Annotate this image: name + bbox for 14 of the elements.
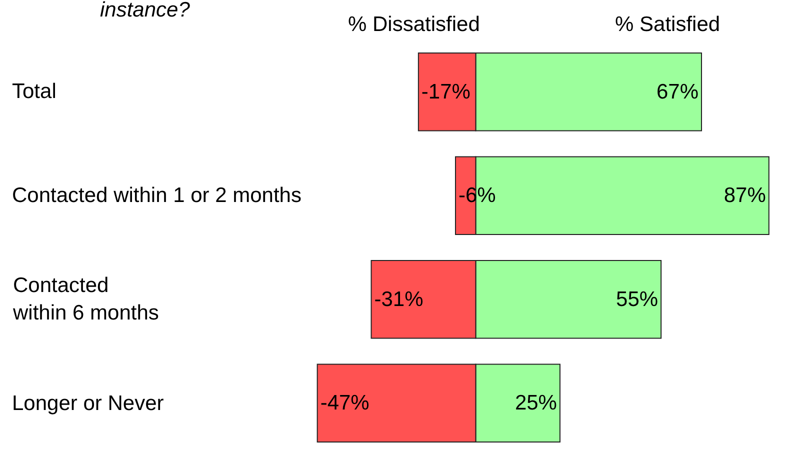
series-label: % Dissatisfied xyxy=(348,13,480,36)
y-tick-label: Total xyxy=(12,80,56,103)
data-label: -17% xyxy=(421,80,470,104)
data-label: -31% xyxy=(374,288,424,311)
y-tick-label: Contacted within 1 or 2 months xyxy=(12,184,302,207)
data-label: 55% xyxy=(616,288,658,311)
y-tick-label: Contacted within 6 months xyxy=(12,274,159,324)
data-label: 67% xyxy=(656,80,699,104)
data-label: -47% xyxy=(320,392,370,415)
data-label: 87% xyxy=(724,184,766,208)
data-label: 25% xyxy=(514,392,557,415)
y-tick-label: Longer or Never xyxy=(12,392,164,415)
series-label: % Satisfied xyxy=(615,13,720,36)
text: instance? xyxy=(100,0,190,22)
